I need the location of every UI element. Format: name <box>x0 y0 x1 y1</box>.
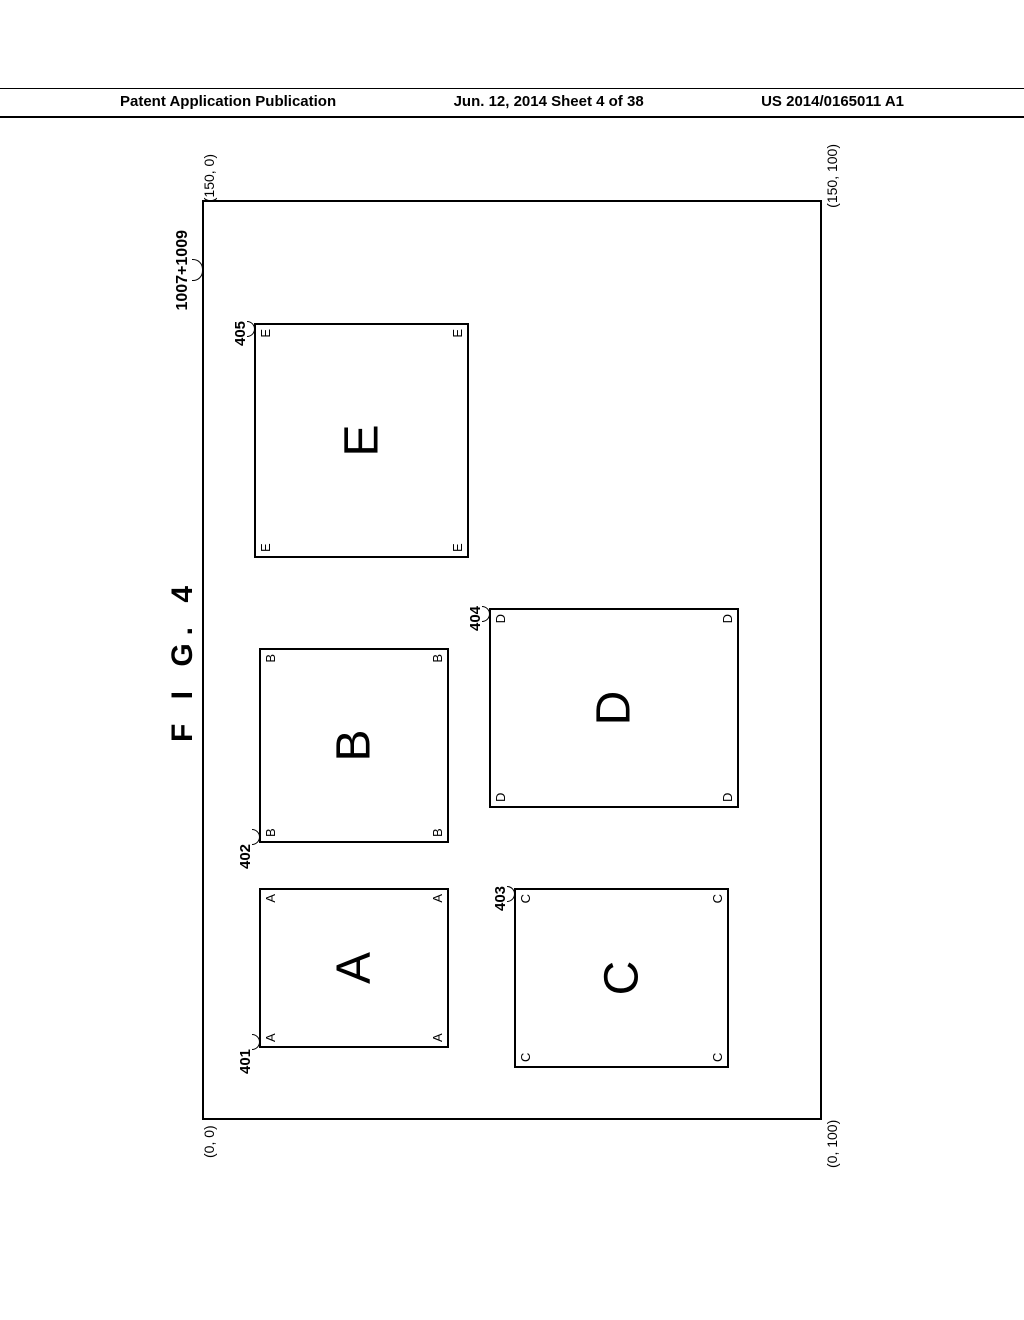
coord-top-right: (150, 0) <box>201 154 217 202</box>
box-d-corner-tr: D <box>493 614 508 623</box>
figure-4: F I G. 4 1007+1009 (0, 0) (150, 0) (0, 1… <box>202 200 822 1120</box>
box-b-corner-bl: B <box>430 828 445 837</box>
header-center: Jun. 12, 2014 Sheet 4 of 38 <box>454 93 644 110</box>
coord-top-left: (0, 0) <box>201 1125 217 1158</box>
leader-405 <box>247 321 255 337</box>
box-a-corner-tl: A <box>263 1033 278 1042</box>
header-left: Patent Application Publication <box>120 93 336 110</box>
box-b-corner-br: B <box>430 654 445 663</box>
leader-403 <box>507 886 515 902</box>
box-e-corner-bl: E <box>450 543 465 552</box>
box-a-center: A <box>327 952 382 984</box>
box-b: 402 B B B B B <box>259 648 449 843</box>
leader-404 <box>482 606 490 622</box>
page-header: Patent Application Publication Jun. 12, … <box>0 88 1024 118</box>
coord-bottom-right: (150, 100) <box>824 144 840 208</box>
box-c: 403 C C C C C <box>514 888 729 1068</box>
box-c-corner-tl: C <box>518 1053 533 1062</box>
box-e-corner-tl: E <box>258 543 273 552</box>
rotated-figure-wrapper: F I G. 4 1007+1009 (0, 0) (150, 0) (0, 1… <box>202 200 822 1120</box>
box-b-corner-tl: B <box>263 828 278 837</box>
box-e-corner-tr: E <box>258 329 273 338</box>
header-right: US 2014/0165011 A1 <box>761 93 904 110</box>
box-e-corner-br: E <box>450 329 465 338</box>
box-e: 405 E E E E E <box>254 323 469 558</box>
box-a-corner-br: A <box>430 894 445 903</box>
box-e-center: E <box>334 424 389 456</box>
outer-box: (0, 0) (150, 0) (0, 100) (150, 100) 401 … <box>202 200 822 1120</box>
coord-bottom-left: (0, 100) <box>824 1120 840 1168</box>
box-c-corner-tr: C <box>518 894 533 903</box>
box-c-corner-bl: C <box>710 1053 725 1062</box>
box-d-corner-tl: D <box>493 793 508 802</box>
ref-top-label: 1007+1009 <box>174 230 192 311</box>
header-row: Patent Application Publication Jun. 12, … <box>0 93 1024 118</box>
ref-402: 402 <box>237 844 254 869</box>
box-d-corner-bl: D <box>720 793 735 802</box>
box-c-corner-br: C <box>710 894 725 903</box>
box-c-center: C <box>594 961 649 996</box>
box-a: 401 A A A A A <box>259 888 449 1048</box>
box-b-corner-tr: B <box>263 654 278 663</box>
patent-page: Patent Application Publication Jun. 12, … <box>0 0 1024 1320</box>
box-a-corner-tr: A <box>263 894 278 903</box>
leader-401 <box>252 1034 260 1050</box>
ref-401: 401 <box>237 1049 254 1074</box>
box-b-center: B <box>327 729 382 761</box>
box-d-corner-br: D <box>720 614 735 623</box>
figure-title: F I G. 4 <box>166 578 200 742</box>
box-d: 404 D D D D D <box>489 608 739 808</box>
box-d-center: D <box>587 691 642 726</box>
leader-402 <box>252 829 260 845</box>
box-a-corner-bl: A <box>430 1033 445 1042</box>
